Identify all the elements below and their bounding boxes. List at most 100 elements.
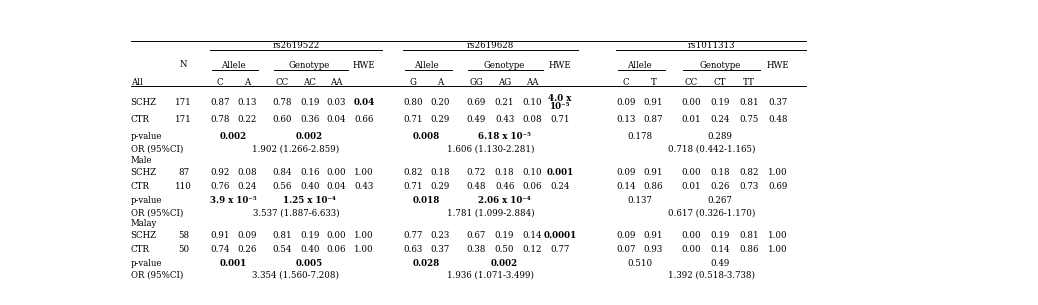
Text: 0.617 (0.326-1.170): 0.617 (0.326-1.170) xyxy=(668,209,756,217)
Text: 0.24: 0.24 xyxy=(711,115,730,124)
Text: 0.13: 0.13 xyxy=(238,98,256,107)
Text: 0.028: 0.028 xyxy=(413,259,440,268)
Text: 0.01: 0.01 xyxy=(681,182,701,191)
Text: 58: 58 xyxy=(179,231,189,240)
Text: 0.78: 0.78 xyxy=(272,98,292,107)
Text: All: All xyxy=(131,78,142,87)
Text: 0.91: 0.91 xyxy=(644,98,663,107)
Text: 0.18: 0.18 xyxy=(710,168,730,177)
Text: C: C xyxy=(217,78,223,87)
Text: 10⁻⁵: 10⁻⁵ xyxy=(550,102,570,111)
Text: 0.67: 0.67 xyxy=(467,231,486,240)
Text: 0.22: 0.22 xyxy=(238,115,256,124)
Text: 0.178: 0.178 xyxy=(627,132,652,141)
Text: rs1011313: rs1011313 xyxy=(688,41,736,50)
Text: 0.06: 0.06 xyxy=(327,245,347,254)
Text: 3.9 x 10⁻⁵: 3.9 x 10⁻⁵ xyxy=(210,196,256,205)
Text: 0.137: 0.137 xyxy=(627,196,652,205)
Text: 0.40: 0.40 xyxy=(300,245,320,254)
Text: 0.14: 0.14 xyxy=(522,231,542,240)
Text: Genotype: Genotype xyxy=(700,61,741,70)
Text: 0.00: 0.00 xyxy=(681,245,701,254)
Text: G: G xyxy=(409,78,416,87)
Text: 0.18: 0.18 xyxy=(431,168,450,177)
Text: 0.77: 0.77 xyxy=(550,245,570,254)
Text: rs2619522: rs2619522 xyxy=(272,41,320,50)
Text: 0.56: 0.56 xyxy=(272,182,292,191)
Text: 0.74: 0.74 xyxy=(210,245,229,254)
Text: 0.12: 0.12 xyxy=(522,245,542,254)
Text: 1.902 (1.266-2.859): 1.902 (1.266-2.859) xyxy=(252,145,339,154)
Text: 0.0001: 0.0001 xyxy=(544,231,577,240)
Text: 0.21: 0.21 xyxy=(495,98,515,107)
Text: OR (95%CI): OR (95%CI) xyxy=(131,209,183,217)
Text: 0.48: 0.48 xyxy=(467,182,486,191)
Text: 1.00: 1.00 xyxy=(354,168,374,177)
Text: 0.005: 0.005 xyxy=(296,259,323,268)
Text: CT: CT xyxy=(714,78,727,87)
Text: 0.82: 0.82 xyxy=(403,168,422,177)
Text: GG: GG xyxy=(469,78,484,87)
Text: 0.19: 0.19 xyxy=(300,231,320,240)
Text: HWE: HWE xyxy=(353,61,375,70)
Text: 0.80: 0.80 xyxy=(403,98,422,107)
Text: 0.50: 0.50 xyxy=(495,245,515,254)
Text: 0.07: 0.07 xyxy=(617,245,636,254)
Text: 0.71: 0.71 xyxy=(403,182,422,191)
Text: 0.09: 0.09 xyxy=(617,168,636,177)
Text: Allele: Allele xyxy=(221,61,246,70)
Text: 0.71: 0.71 xyxy=(403,115,422,124)
Text: AC: AC xyxy=(303,78,317,87)
Text: 0.18: 0.18 xyxy=(495,168,515,177)
Text: HWE: HWE xyxy=(549,61,572,70)
Text: 1.00: 1.00 xyxy=(768,231,788,240)
Text: AA: AA xyxy=(330,78,343,87)
Text: OR (95%CI): OR (95%CI) xyxy=(131,145,183,154)
Text: 0.84: 0.84 xyxy=(272,168,292,177)
Text: 0.26: 0.26 xyxy=(711,182,730,191)
Text: 0.001: 0.001 xyxy=(546,168,574,177)
Text: AG: AG xyxy=(498,78,511,87)
Text: 0.49: 0.49 xyxy=(467,115,486,124)
Text: 0.10: 0.10 xyxy=(522,168,542,177)
Text: 0.20: 0.20 xyxy=(431,98,450,107)
Text: 0.29: 0.29 xyxy=(431,115,449,124)
Text: 0.24: 0.24 xyxy=(238,182,256,191)
Text: 0.49: 0.49 xyxy=(711,259,730,268)
Text: 0.93: 0.93 xyxy=(644,245,663,254)
Text: 0.36: 0.36 xyxy=(300,115,320,124)
Text: 0.87: 0.87 xyxy=(644,115,663,124)
Text: C: C xyxy=(623,78,629,87)
Text: 0.001: 0.001 xyxy=(220,259,247,268)
Text: 0.01: 0.01 xyxy=(681,115,701,124)
Text: 0.04: 0.04 xyxy=(327,115,347,124)
Text: SCHZ: SCHZ xyxy=(131,168,157,177)
Text: 0.00: 0.00 xyxy=(681,168,701,177)
Text: 0.86: 0.86 xyxy=(644,182,663,191)
Text: 0.19: 0.19 xyxy=(495,231,515,240)
Text: 171: 171 xyxy=(175,115,192,124)
Text: 3.354 (1.560-7.208): 3.354 (1.560-7.208) xyxy=(252,271,339,279)
Text: 0.16: 0.16 xyxy=(300,168,320,177)
Text: 0.69: 0.69 xyxy=(768,182,788,191)
Text: 0.04: 0.04 xyxy=(327,182,347,191)
Text: 0.10: 0.10 xyxy=(522,98,542,107)
Text: A: A xyxy=(437,78,443,87)
Text: 0.37: 0.37 xyxy=(431,245,449,254)
Text: 0.008: 0.008 xyxy=(413,132,440,141)
Text: 0.23: 0.23 xyxy=(431,231,449,240)
Text: Allele: Allele xyxy=(414,61,439,70)
Text: 0.81: 0.81 xyxy=(739,231,759,240)
Text: 1.25 x 10⁻⁴: 1.25 x 10⁻⁴ xyxy=(282,196,335,205)
Text: 110: 110 xyxy=(175,182,192,191)
Text: 0.81: 0.81 xyxy=(272,231,292,240)
Text: 87: 87 xyxy=(179,168,189,177)
Text: 0.14: 0.14 xyxy=(710,245,730,254)
Text: Male: Male xyxy=(131,156,153,165)
Text: 0.04: 0.04 xyxy=(353,98,375,107)
Text: 0.08: 0.08 xyxy=(522,115,542,124)
Text: 0.13: 0.13 xyxy=(617,115,636,124)
Text: 0.018: 0.018 xyxy=(413,196,440,205)
Text: 4.0 x: 4.0 x xyxy=(548,94,572,102)
Text: 1.00: 1.00 xyxy=(354,231,374,240)
